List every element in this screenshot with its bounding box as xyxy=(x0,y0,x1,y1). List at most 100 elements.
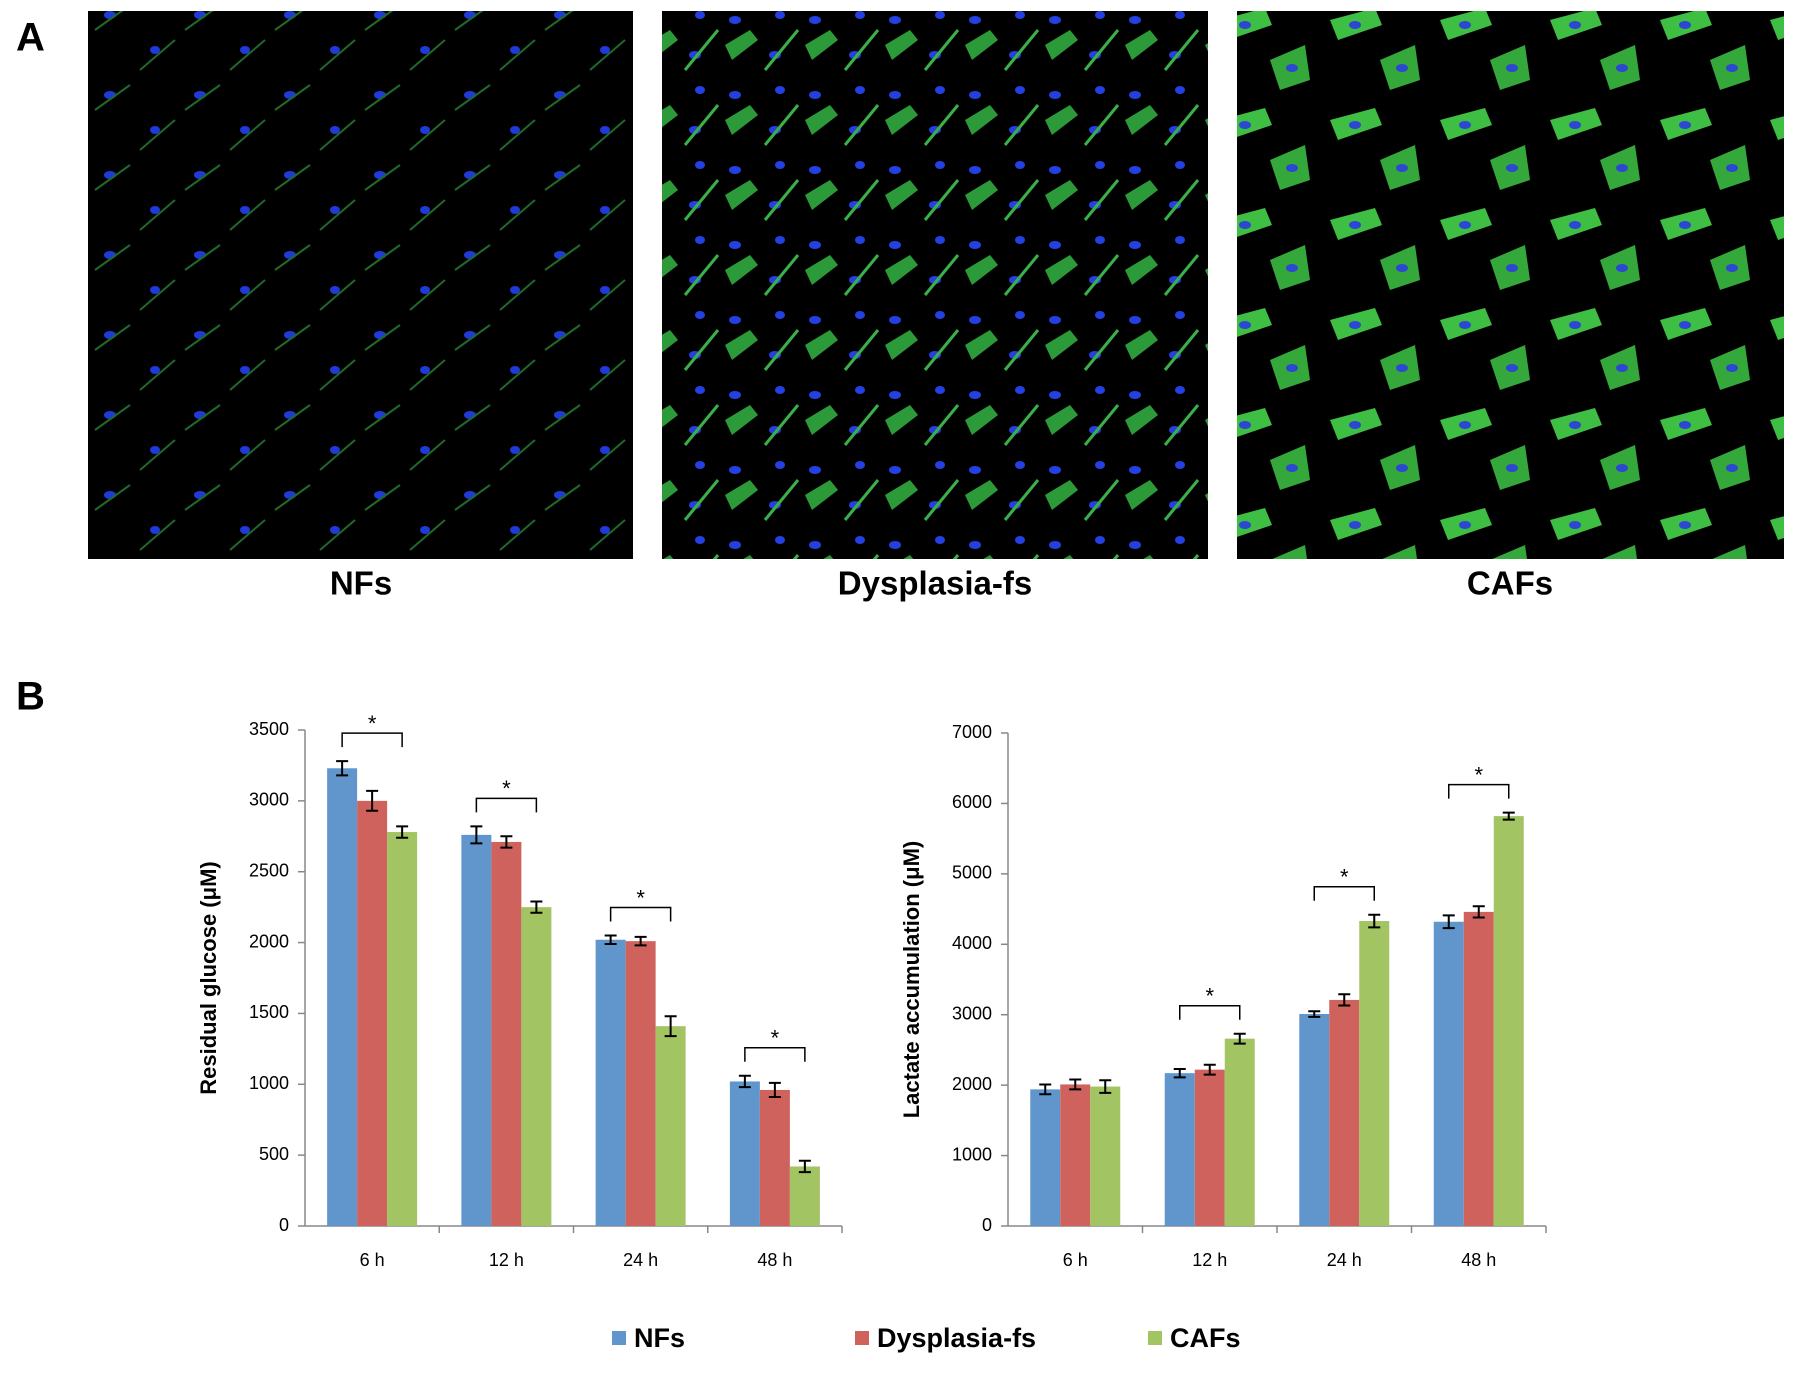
bar xyxy=(1060,1084,1091,1226)
bar xyxy=(729,1081,760,1226)
legend-swatch xyxy=(612,1331,626,1345)
x-tick-label: 24 h xyxy=(623,1250,658,1270)
legend-label: CAFs xyxy=(1170,1323,1241,1353)
x-tick-label: 12 h xyxy=(1192,1250,1227,1270)
error-bar xyxy=(366,789,379,812)
bar xyxy=(461,834,492,1226)
significance-marker: * xyxy=(636,885,645,910)
legend-swatch xyxy=(1148,1331,1162,1345)
bar xyxy=(327,768,358,1226)
legend-swatch xyxy=(855,1331,869,1345)
error-bar xyxy=(1233,1032,1246,1045)
x-tick-label: 48 h xyxy=(757,1250,792,1270)
bar xyxy=(1299,1014,1330,1226)
y-tick-label: 1500 xyxy=(249,1002,289,1022)
bar xyxy=(1224,1038,1255,1226)
micrograph xyxy=(1237,11,1784,559)
y-tick-label: 4000 xyxy=(952,933,992,953)
bar xyxy=(1030,1089,1061,1226)
significance-bracket xyxy=(475,797,538,813)
significance-marker: * xyxy=(1340,865,1349,890)
bar xyxy=(759,1089,790,1226)
significance-bracket xyxy=(341,732,403,748)
y-axis-title: Residual glucose (μM) xyxy=(196,861,221,1095)
x-tick-label: 12 h xyxy=(489,1250,524,1270)
significance-bracket xyxy=(744,1047,806,1062)
bar xyxy=(1164,1073,1195,1226)
bar xyxy=(1493,816,1524,1226)
y-tick-label: 3500 xyxy=(249,719,289,739)
x-tick-label: 24 h xyxy=(1327,1250,1362,1270)
error-bar xyxy=(1338,993,1351,1007)
bar xyxy=(1090,1086,1121,1226)
error-bar xyxy=(738,1074,751,1089)
y-tick-label: 500 xyxy=(259,1144,289,1164)
y-tick-label: 1000 xyxy=(249,1073,289,1093)
y-tick-label: 0 xyxy=(982,1215,992,1235)
legend-label: Dysplasia-fs xyxy=(877,1323,1036,1353)
image-caption: Dysplasia-fs xyxy=(838,565,1032,602)
error-bar xyxy=(396,825,409,839)
error-bar xyxy=(1442,914,1455,930)
error-bar xyxy=(336,760,349,777)
panel-label: A xyxy=(16,16,45,60)
bar xyxy=(1359,921,1390,1226)
y-tick-label: 1000 xyxy=(952,1144,992,1164)
significance-marker: * xyxy=(502,776,511,801)
error-bar xyxy=(1203,1063,1216,1076)
error-bar xyxy=(470,825,483,845)
error-bar xyxy=(1099,1079,1112,1094)
error-bar xyxy=(530,900,543,914)
image-caption: NFs xyxy=(330,565,392,602)
error-bar xyxy=(664,1015,677,1038)
image-caption: CAFs xyxy=(1467,565,1553,602)
error-bar xyxy=(798,1159,811,1174)
micrograph xyxy=(88,11,633,559)
error-bar xyxy=(1069,1078,1082,1091)
y-axis-title: Lactate accumulation (μM) xyxy=(899,841,924,1119)
bar xyxy=(491,841,522,1226)
y-tick-label: 2000 xyxy=(952,1074,992,1094)
y-tick-label: 2000 xyxy=(249,931,289,951)
significance-bracket xyxy=(609,906,672,922)
error-bar xyxy=(1502,811,1515,821)
panel-label: B xyxy=(16,675,45,719)
error-bar xyxy=(1308,1010,1321,1018)
bar xyxy=(789,1166,820,1226)
bar xyxy=(1463,911,1494,1226)
x-tick-label: 6 h xyxy=(1063,1250,1088,1270)
y-tick-label: 7000 xyxy=(952,722,992,742)
bar xyxy=(1329,999,1360,1226)
significance-bracket xyxy=(1448,783,1510,799)
significance-marker: * xyxy=(771,1026,780,1051)
bar xyxy=(655,1026,686,1226)
error-bar xyxy=(1039,1083,1052,1096)
y-tick-label: 5000 xyxy=(952,863,992,883)
x-tick-label: 48 h xyxy=(1461,1250,1496,1270)
legend-label: NFs xyxy=(634,1323,685,1353)
significance-bracket xyxy=(1313,885,1375,901)
bar xyxy=(1433,921,1464,1226)
y-tick-label: 0 xyxy=(279,1215,289,1235)
bar xyxy=(357,800,388,1226)
bar xyxy=(387,832,418,1226)
significance-bracket xyxy=(1179,1004,1241,1020)
significance-marker: * xyxy=(1474,762,1483,787)
y-tick-label: 6000 xyxy=(952,792,992,812)
significance-marker: * xyxy=(368,711,377,736)
error-bar xyxy=(500,835,513,849)
error-bar xyxy=(1368,913,1381,929)
bar xyxy=(1194,1069,1225,1226)
error-bar xyxy=(1173,1067,1186,1079)
bar xyxy=(625,941,656,1226)
error-bar xyxy=(604,934,617,945)
micrograph xyxy=(662,11,1208,559)
error-bar xyxy=(768,1081,781,1099)
x-tick-label: 6 h xyxy=(360,1250,385,1270)
bar xyxy=(521,907,552,1226)
error-bar xyxy=(634,935,647,947)
bar xyxy=(595,939,626,1226)
y-tick-label: 3000 xyxy=(952,1003,992,1023)
significance-marker: * xyxy=(1205,984,1214,1009)
